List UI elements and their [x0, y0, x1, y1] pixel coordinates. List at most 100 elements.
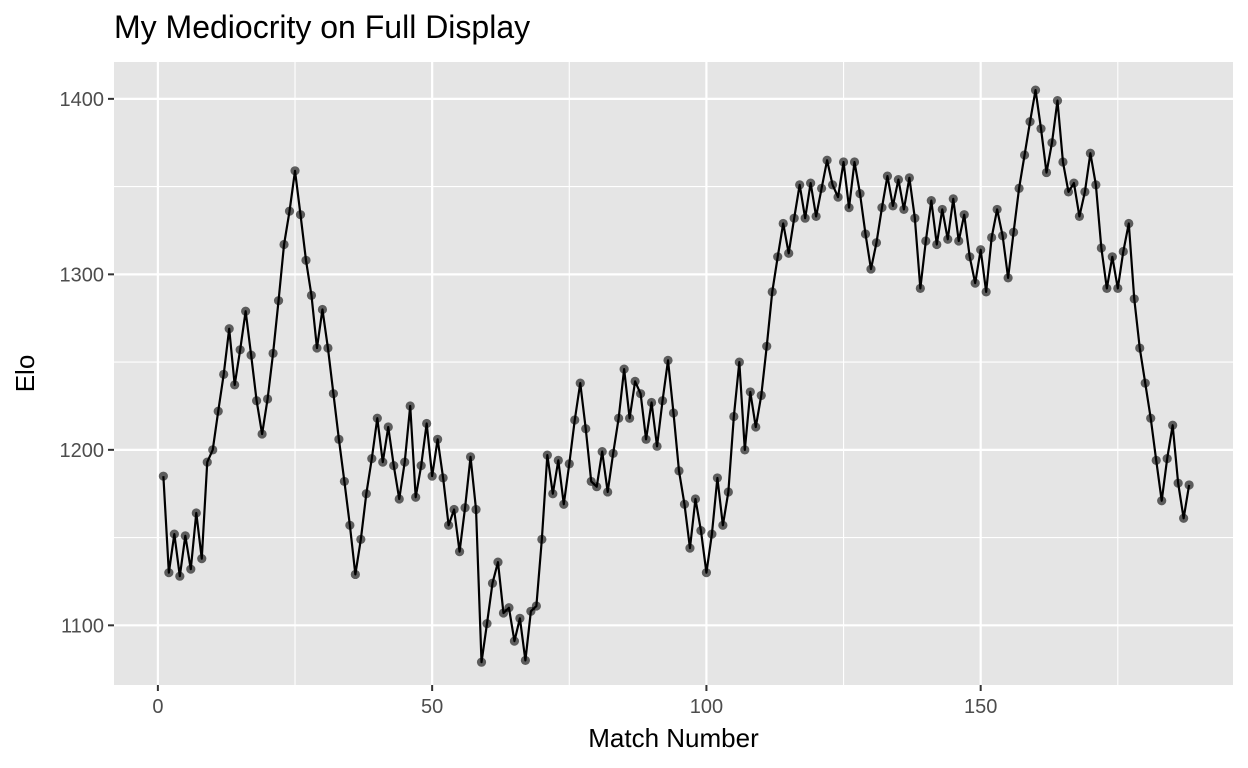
data-point [1124, 218, 1134, 229]
data-point [273, 296, 284, 306]
series-line [162, 88, 1191, 664]
data-point [954, 236, 964, 246]
data-point [1036, 124, 1046, 134]
data-point [981, 287, 991, 297]
x-tick-label: 0 [152, 696, 163, 718]
data-point [998, 231, 1008, 241]
data-point [241, 306, 251, 316]
data-point [367, 454, 377, 464]
data-point [202, 457, 212, 467]
data-point [965, 252, 975, 262]
data-point [257, 429, 267, 439]
data-point [1102, 283, 1112, 293]
data-point [833, 192, 843, 202]
data-point [789, 213, 799, 223]
data-point [1140, 378, 1150, 388]
data-point [1047, 138, 1057, 148]
data-point [559, 499, 569, 509]
data-point [1052, 96, 1063, 106]
data-point [1129, 294, 1139, 304]
data-point [169, 529, 179, 539]
data-point [976, 245, 986, 255]
data-point [1041, 167, 1052, 178]
data-point [427, 471, 437, 481]
data-point [1025, 117, 1035, 127]
data-point [356, 534, 366, 544]
data-point [487, 578, 498, 588]
data-point [1080, 187, 1090, 197]
data-point [646, 397, 657, 408]
data-point [372, 413, 382, 423]
data-point [635, 389, 646, 399]
data-point [844, 203, 854, 213]
data-point [449, 504, 459, 515]
data-point [910, 213, 920, 223]
data-point [301, 255, 311, 265]
data-point [811, 211, 821, 222]
data-point [619, 364, 629, 374]
data-point [1091, 180, 1101, 190]
data-point [422, 418, 432, 429]
data-point [328, 389, 339, 399]
data-point [1184, 480, 1194, 490]
data-point [630, 376, 640, 386]
data-point [252, 396, 262, 406]
data-point [696, 525, 706, 536]
data-point [482, 618, 492, 629]
data-point [345, 520, 355, 530]
data-point [1173, 478, 1183, 488]
y-tick-label: 1100 [61, 615, 104, 637]
data-point [657, 396, 668, 406]
data-point [1162, 454, 1172, 464]
data-point [751, 422, 761, 432]
data-point [734, 357, 744, 367]
data-point [773, 252, 783, 262]
data-point [180, 531, 190, 541]
data-point [411, 492, 421, 502]
data-point [262, 394, 273, 404]
data-point [1085, 148, 1095, 158]
x-axis: 0 50 100 150 [152, 685, 997, 718]
data-point [817, 183, 827, 193]
data-point [383, 422, 393, 432]
plot-panel [114, 62, 1233, 685]
data-point [855, 189, 865, 199]
data-point [444, 520, 454, 530]
data-point [548, 489, 558, 499]
data-point [948, 194, 958, 204]
data-point [279, 239, 289, 250]
data-point [663, 355, 673, 365]
data-point [614, 413, 624, 423]
data-point [992, 204, 1002, 215]
data-point [531, 601, 541, 611]
data-point [378, 457, 388, 467]
data-point [959, 210, 969, 220]
y-axis-title: Elo [10, 355, 40, 393]
data-point [164, 568, 174, 578]
data-point [158, 471, 168, 481]
data-point [1107, 252, 1117, 262]
data-point [575, 378, 585, 388]
data-point [690, 494, 701, 504]
data-point [1146, 413, 1156, 423]
data-point [592, 482, 602, 492]
data-point [520, 655, 530, 666]
data-point [553, 455, 563, 465]
data-point [943, 234, 953, 244]
data-point [389, 461, 399, 471]
data-point [882, 171, 893, 181]
data-point [405, 401, 415, 411]
data-point [1168, 420, 1178, 430]
data-point [745, 387, 755, 397]
data-point [334, 434, 344, 444]
data-point [1003, 273, 1013, 283]
data-point [652, 441, 662, 451]
x-tick-label: 150 [964, 696, 997, 718]
data-point [806, 178, 816, 188]
data-point [1135, 343, 1145, 353]
data-point [729, 411, 739, 422]
data-point [213, 406, 223, 416]
data-point [295, 210, 306, 220]
data-point [608, 448, 618, 458]
